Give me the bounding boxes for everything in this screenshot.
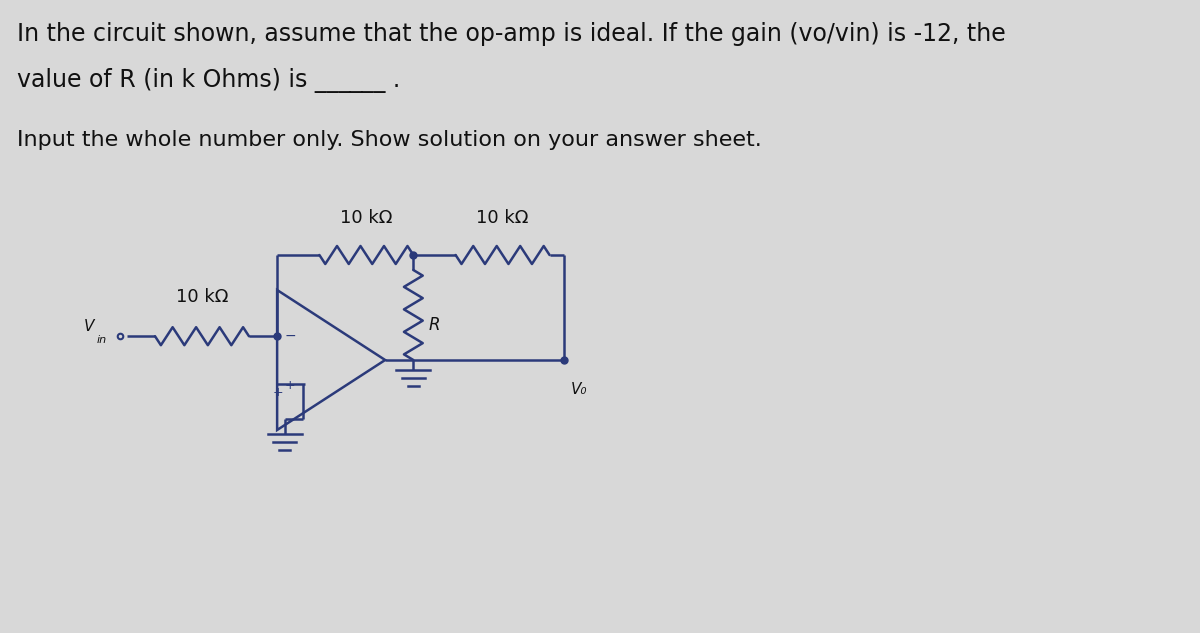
Text: in: in (97, 335, 107, 345)
Text: R: R (428, 316, 440, 334)
Text: V₀: V₀ (571, 382, 588, 397)
Text: Input the whole number only. Show solution on your answer sheet.: Input the whole number only. Show soluti… (17, 130, 762, 150)
Text: V: V (84, 318, 94, 334)
Text: +: + (284, 379, 295, 392)
Text: −: − (284, 329, 296, 343)
Text: 10 kΩ: 10 kΩ (175, 288, 228, 306)
Text: In the circuit shown, assume that the op-amp is ideal. If the gain (vo/vin) is -: In the circuit shown, assume that the op… (17, 22, 1006, 46)
Text: 10 kΩ: 10 kΩ (476, 209, 529, 227)
Text: 10 kΩ: 10 kΩ (340, 209, 392, 227)
Text: +: + (272, 385, 283, 399)
Text: value of R (in k Ohms) is ______ .: value of R (in k Ohms) is ______ . (17, 68, 400, 93)
